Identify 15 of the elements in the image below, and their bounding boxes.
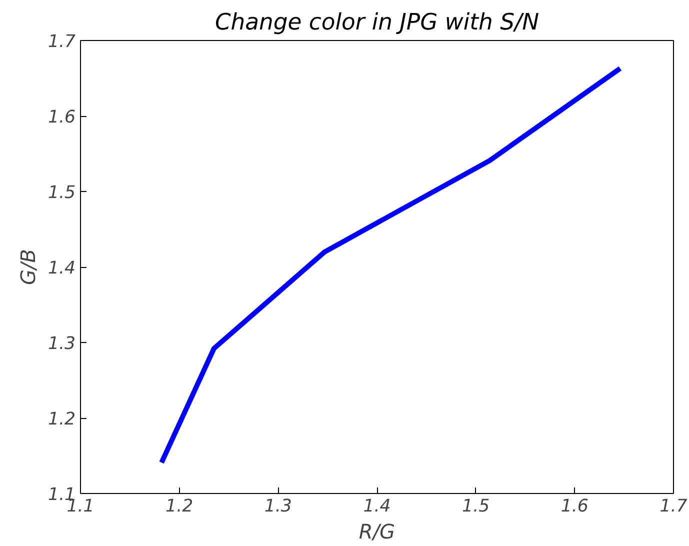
y-tick-label: 1.5 [48, 183, 76, 203]
y-tick-label: 1.6 [48, 108, 76, 128]
x-tick-label: 1.7 [660, 496, 688, 516]
x-tick-label: 1.2 [166, 496, 194, 516]
x-axis-title: R/G [358, 520, 396, 544]
y-tick-label: 1.3 [48, 334, 76, 354]
x-tick-label: 1.5 [462, 496, 490, 516]
x-tick-label: 1.6 [560, 496, 588, 516]
y-tick-label: 1.4 [48, 258, 76, 278]
chart-title: Change color in JPG with S/N [214, 10, 540, 36]
x-tick-label: 1.3 [264, 496, 292, 516]
y-axis-title: G/B [16, 249, 40, 285]
x-tick-label: 1.4 [363, 496, 391, 516]
y-tick-label: 1.2 [48, 410, 76, 430]
y-tick-label: 1.7 [48, 32, 76, 52]
